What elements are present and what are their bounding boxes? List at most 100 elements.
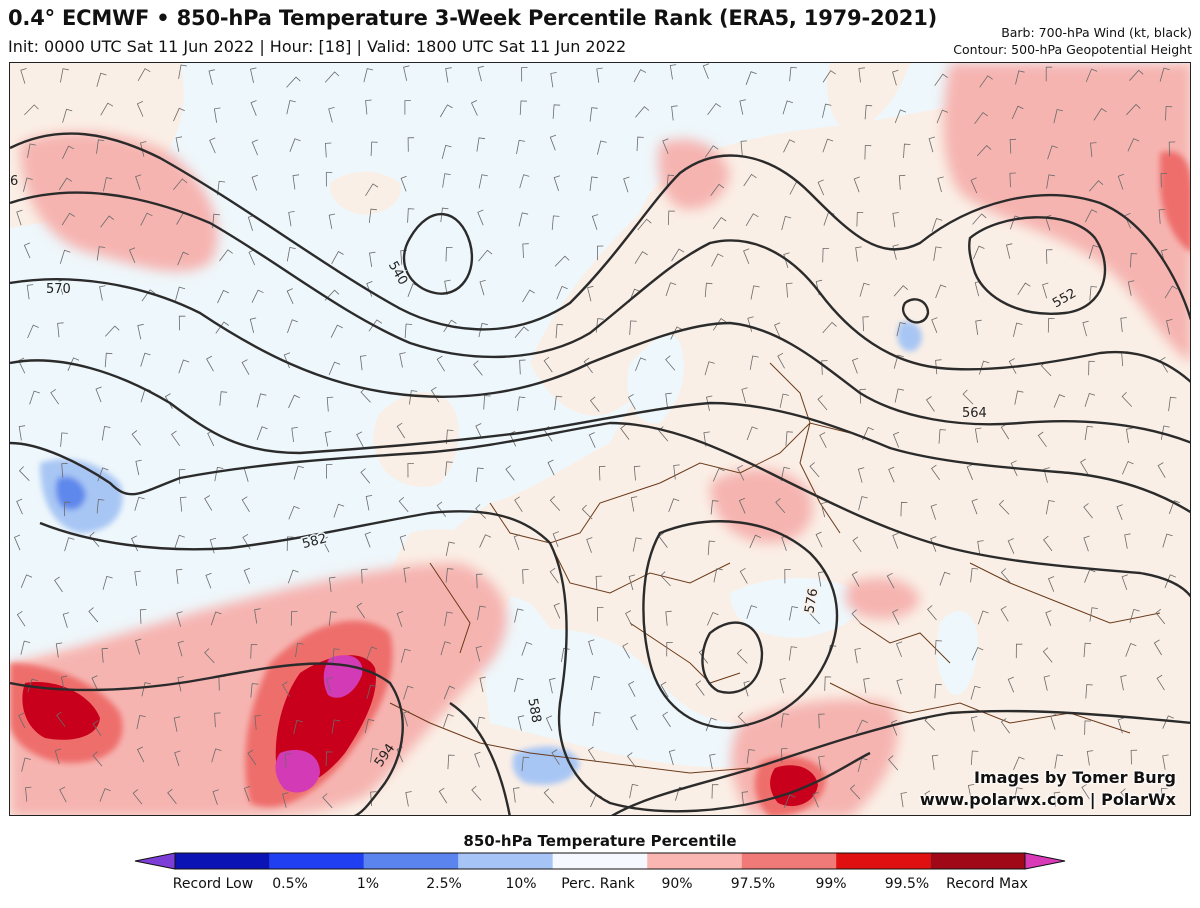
wind-barb <box>738 497 746 514</box>
wind-barb <box>935 284 947 299</box>
wind-barb <box>671 105 678 121</box>
contour-564 <box>10 359 1190 514</box>
contour-inner-low <box>701 621 764 694</box>
wind-barb <box>660 681 669 698</box>
wind-barb <box>1013 787 1023 802</box>
wind-barb <box>16 498 23 515</box>
wind-barb <box>818 755 825 771</box>
wind-barb <box>712 216 727 230</box>
wind-barb <box>1013 322 1023 337</box>
wind-barb <box>707 540 716 556</box>
wind-barb <box>365 99 372 115</box>
wind-barb <box>551 749 560 765</box>
wind-barb <box>777 352 785 369</box>
wind-barb <box>430 386 440 403</box>
wind-barb <box>545 715 553 732</box>
wind-barb <box>443 319 457 333</box>
wind-barb <box>673 464 680 480</box>
novaya-zemlya <box>826 63 910 133</box>
wind-barb <box>856 212 864 227</box>
wind-barb <box>1126 103 1141 116</box>
wind-barb <box>970 685 981 700</box>
wind-barb <box>178 64 187 79</box>
wind-barb <box>209 137 216 154</box>
wind-barb <box>749 534 762 549</box>
wind-barb <box>328 611 337 626</box>
colorbar-label-97-5: 97.5% <box>730 876 776 892</box>
wind-barb <box>248 249 256 266</box>
wind-barb <box>361 568 368 584</box>
colorbar-segment <box>269 853 364 869</box>
map-panel: 6 570 540 582 594 588 576 564 552 Images… <box>9 62 1191 816</box>
wind-barb <box>588 432 596 448</box>
wind-barb <box>1045 610 1052 626</box>
wind-barb <box>555 323 564 339</box>
wind-barb <box>174 534 185 549</box>
wind-barb <box>598 465 606 481</box>
colorbar-label-90: 90% <box>661 876 693 892</box>
wind-barb <box>173 178 188 191</box>
wind-barb <box>864 145 872 160</box>
contour-label-570: 570 <box>46 282 71 297</box>
wind-barb <box>970 567 979 583</box>
wind-barb <box>855 246 862 262</box>
wind-barb <box>475 467 484 483</box>
wind-barb <box>288 394 300 409</box>
wind-barb <box>931 317 938 333</box>
wind-barb <box>250 683 259 698</box>
wind-barb <box>1168 500 1180 514</box>
wind-barb <box>366 646 378 661</box>
wind-barb <box>1120 675 1127 691</box>
wind-barb <box>443 713 454 728</box>
wind-barb <box>213 107 221 123</box>
wind-barb <box>140 141 147 157</box>
wind-barb <box>858 67 865 83</box>
wind-barb <box>1014 390 1024 405</box>
wind-barb <box>783 139 796 153</box>
wind-barb <box>505 465 515 481</box>
wind-barb <box>363 68 374 83</box>
wind-barb <box>622 642 631 659</box>
wind-barb <box>549 496 561 511</box>
wind-barb <box>859 282 870 297</box>
wind-barb <box>1084 209 1098 223</box>
contour-legend-note: Contour: 500-hPa Geopotential Height <box>953 42 1192 57</box>
wind-barb <box>749 355 759 370</box>
wind-barb <box>821 360 828 375</box>
wind-barb <box>293 465 305 480</box>
wind-barb <box>20 640 31 655</box>
wind-barb <box>445 568 454 583</box>
wind-barb <box>1130 253 1138 268</box>
contour-label-edge: 6 <box>10 174 18 189</box>
wind-barb <box>1126 427 1133 444</box>
wind-barb <box>892 609 900 625</box>
wind-barb <box>206 355 214 372</box>
wind-barb <box>862 316 869 332</box>
wind-barb <box>930 536 937 552</box>
wind-barb <box>665 392 672 408</box>
wind-barb <box>1054 754 1064 769</box>
wind-barb <box>175 568 183 584</box>
wind-barb <box>295 642 304 658</box>
wind-barb <box>1120 788 1131 804</box>
wind-barb <box>400 175 407 192</box>
wind-barb <box>1164 285 1178 299</box>
wind-barb <box>667 210 675 226</box>
wind-barb <box>365 495 373 511</box>
wind-barb <box>359 355 367 371</box>
wind-barb <box>1006 243 1013 259</box>
wind-barb <box>476 573 483 589</box>
wind-barb <box>178 315 186 331</box>
wind-barb <box>745 71 757 85</box>
wind-barb <box>513 534 521 551</box>
wind-barb <box>441 144 452 160</box>
wind-barb <box>89 531 100 547</box>
black-sea <box>730 578 862 638</box>
wind-barb <box>476 716 486 731</box>
wind-barb <box>824 676 832 691</box>
wind-barb <box>20 574 33 588</box>
wind-barb <box>1015 70 1025 85</box>
wind-barb <box>284 753 292 769</box>
warm-anomaly-caucasus <box>845 578 920 619</box>
wind-barb <box>1122 460 1134 475</box>
